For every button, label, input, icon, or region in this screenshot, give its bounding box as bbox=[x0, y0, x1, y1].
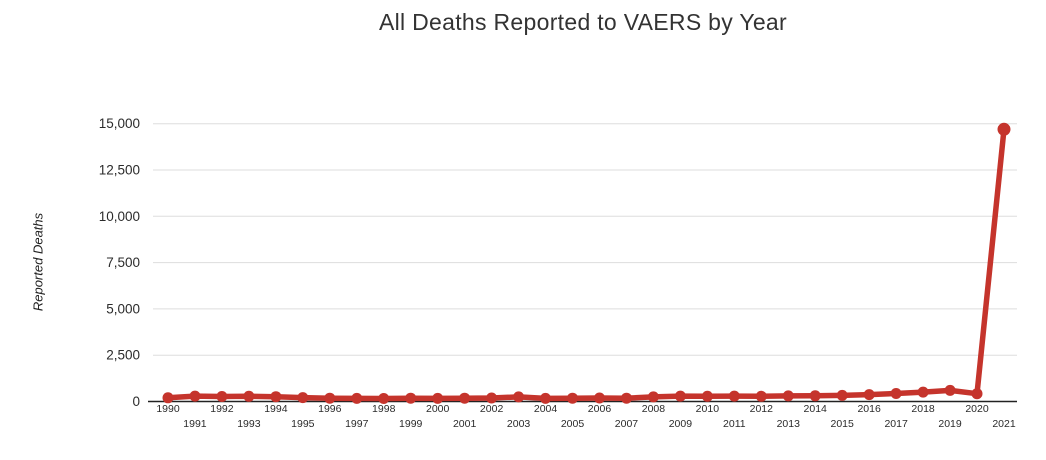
x-tick-label: 2013 bbox=[777, 418, 801, 430]
data-point-2019[interactable] bbox=[944, 384, 956, 396]
y-tick-label: 12,500 bbox=[99, 163, 140, 178]
x-tick-label: 2018 bbox=[911, 403, 935, 415]
x-tick-label: 2011 bbox=[723, 418, 746, 430]
data-point-1990[interactable] bbox=[162, 392, 174, 404]
data-point-2002[interactable] bbox=[486, 392, 498, 404]
x-tick-label: 1998 bbox=[372, 403, 396, 415]
y-tick-label: 5,000 bbox=[106, 301, 140, 316]
x-tick-label: 2008 bbox=[642, 403, 666, 415]
y-tick-label: 0 bbox=[132, 394, 140, 409]
data-point-1998[interactable] bbox=[378, 393, 390, 404]
x-tick-label: 1991 bbox=[183, 418, 207, 430]
x-tick-label: 1995 bbox=[291, 418, 315, 430]
data-point-2013[interactable] bbox=[782, 390, 794, 402]
x-tick-label: 1990 bbox=[156, 403, 180, 415]
y-tick-label: 2,500 bbox=[106, 348, 140, 363]
x-tick-label: 2005 bbox=[561, 418, 585, 430]
x-tick-label: 2003 bbox=[507, 418, 531, 430]
data-point-2011[interactable] bbox=[728, 390, 740, 402]
data-point-2007[interactable] bbox=[621, 392, 632, 404]
data-point-2015[interactable] bbox=[836, 389, 848, 401]
data-point-1999[interactable] bbox=[405, 392, 417, 404]
data-point-2016[interactable] bbox=[863, 389, 875, 401]
x-tick-label: 1996 bbox=[318, 403, 342, 415]
data-point-2012[interactable] bbox=[755, 390, 767, 402]
data-point-2003[interactable] bbox=[513, 391, 525, 403]
x-tick-label: 2017 bbox=[884, 418, 908, 430]
y-tick-label: 15,000 bbox=[99, 116, 140, 131]
data-point-2008[interactable] bbox=[647, 391, 659, 403]
data-point-2020[interactable] bbox=[971, 388, 983, 400]
x-tick-label: 2020 bbox=[965, 403, 989, 415]
x-tick-label: 1992 bbox=[210, 403, 234, 415]
data-point-1991[interactable] bbox=[189, 390, 201, 402]
data-point-1995[interactable] bbox=[297, 392, 309, 404]
x-tick-label: 1993 bbox=[237, 418, 261, 430]
x-tick-label: 2001 bbox=[453, 418, 477, 430]
data-point-1994[interactable] bbox=[270, 391, 282, 403]
x-tick-label: 1997 bbox=[345, 418, 369, 430]
x-tick-label: 2002 bbox=[480, 403, 504, 415]
data-point-2017[interactable] bbox=[890, 388, 902, 399]
x-tick-label: 2010 bbox=[696, 403, 720, 415]
data-point-2006[interactable] bbox=[594, 392, 605, 404]
data-point-1993[interactable] bbox=[243, 390, 255, 402]
chart-title: All Deaths Reported to VAERS by Year bbox=[379, 9, 787, 35]
data-point-2001[interactable] bbox=[459, 392, 471, 404]
x-tick-label: 2015 bbox=[831, 418, 855, 430]
x-tick-label: 1999 bbox=[399, 418, 423, 430]
data-point-2000[interactable] bbox=[432, 392, 444, 404]
x-tick-label: 2009 bbox=[669, 418, 693, 430]
y-tick-label: 7,500 bbox=[106, 255, 140, 270]
y-tick-label: 10,000 bbox=[99, 209, 140, 224]
data-point-2004[interactable] bbox=[540, 392, 551, 404]
data-point-1996[interactable] bbox=[324, 392, 336, 404]
x-tick-label: 2021 bbox=[992, 418, 1016, 430]
data-point-2010[interactable] bbox=[701, 390, 713, 402]
x-tick-label: 2004 bbox=[534, 403, 558, 415]
x-tick-label: 2016 bbox=[857, 403, 881, 415]
x-tick-label: 2012 bbox=[750, 403, 774, 415]
x-tick-label: 2014 bbox=[804, 403, 828, 415]
data-point-2005[interactable] bbox=[567, 392, 578, 404]
x-tick-label: 2019 bbox=[938, 418, 962, 430]
data-point-2009[interactable] bbox=[674, 390, 686, 402]
x-tick-label: 2000 bbox=[426, 403, 450, 415]
data-point-2014[interactable] bbox=[809, 390, 821, 402]
data-point-2018[interactable] bbox=[917, 386, 929, 398]
x-tick-label: 2007 bbox=[615, 418, 639, 430]
x-tick-label: 2006 bbox=[588, 403, 612, 415]
data-point-1992[interactable] bbox=[216, 391, 228, 402]
data-point-2021[interactable] bbox=[997, 122, 1011, 136]
x-tick-label: 1994 bbox=[264, 403, 288, 415]
data-point-1997[interactable] bbox=[351, 392, 363, 404]
